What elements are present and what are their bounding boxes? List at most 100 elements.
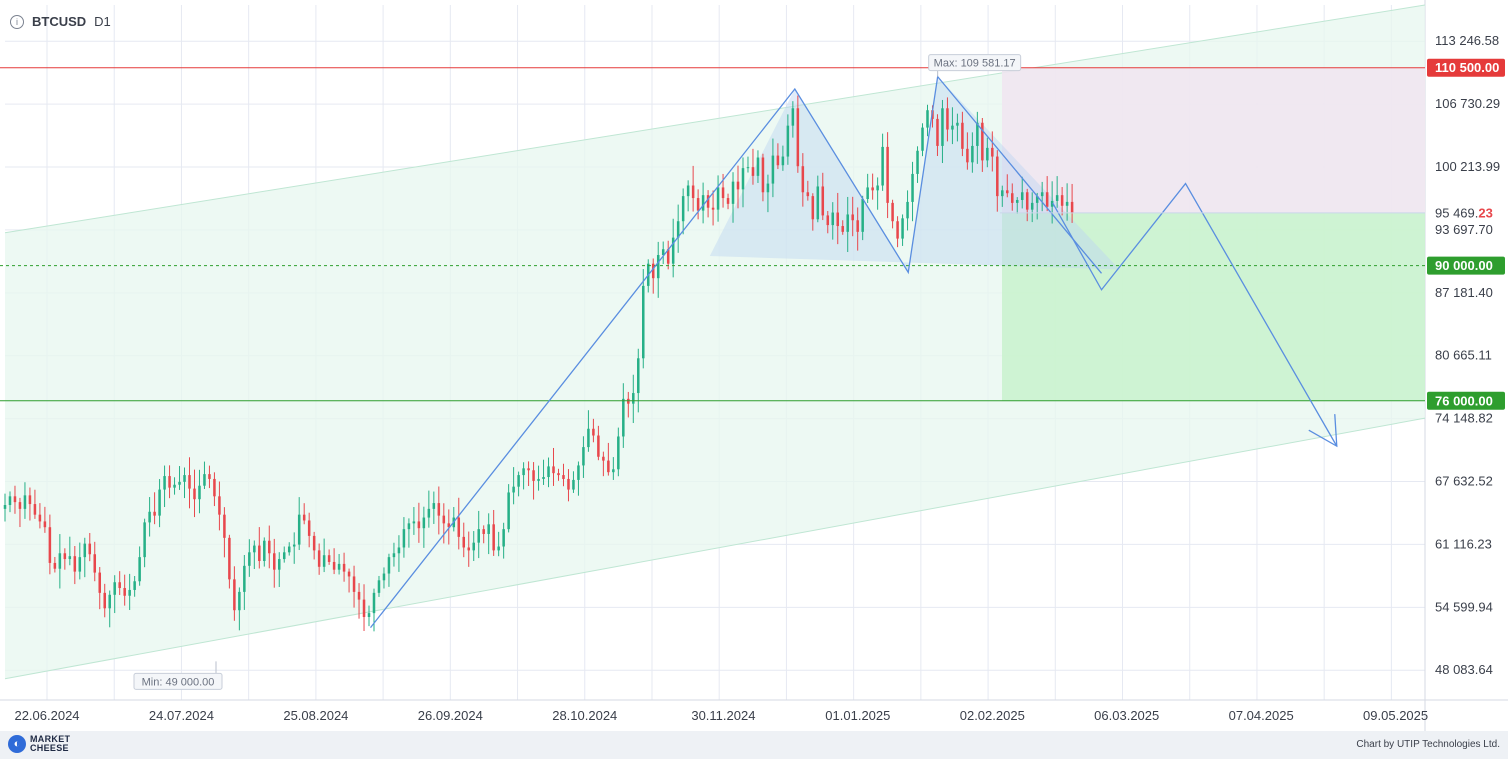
candle-body bbox=[228, 537, 231, 580]
candle-body bbox=[432, 503, 436, 509]
candle-body bbox=[362, 599, 366, 617]
price-level-lines bbox=[0, 67, 1425, 402]
candle-body bbox=[38, 514, 42, 522]
x-tick-label: 28.10.2024 bbox=[552, 708, 617, 723]
candle-body bbox=[981, 122, 984, 161]
candle-body bbox=[881, 146, 884, 186]
candle-body bbox=[23, 495, 27, 509]
candle-body bbox=[282, 552, 286, 560]
candle-body bbox=[472, 542, 475, 551]
candle-body bbox=[93, 554, 97, 573]
candle-body bbox=[437, 503, 441, 516]
y-tick-label: 113 246.58 bbox=[1435, 33, 1499, 48]
x-axis: 22.06.2024 24.07.2024 25.08.2024 26.09.2024… bbox=[14, 708, 1428, 723]
candle-body bbox=[711, 207, 715, 210]
candle-body bbox=[193, 488, 196, 500]
candle-body bbox=[497, 546, 500, 551]
x-tick-label: 26.09.2024 bbox=[418, 708, 483, 723]
candle-body bbox=[816, 186, 820, 220]
candle-body bbox=[801, 166, 805, 193]
candle-body bbox=[507, 492, 510, 530]
info-icon[interactable]: i bbox=[10, 14, 24, 29]
max-label-box bbox=[928, 54, 1022, 72]
candle-body bbox=[263, 540, 266, 561]
candle-body bbox=[78, 557, 82, 572]
candle-body bbox=[642, 285, 645, 359]
timeframe-label: D1 bbox=[94, 14, 111, 29]
candle-body bbox=[572, 479, 575, 490]
candle-body bbox=[477, 529, 480, 543]
min-label-box bbox=[133, 672, 223, 690]
candle-body bbox=[58, 553, 62, 569]
candle-body bbox=[103, 592, 106, 609]
candle-body bbox=[347, 571, 351, 577]
stop-loss-zone bbox=[1002, 67, 1425, 213]
candle-body bbox=[487, 524, 490, 534]
footer: ◐ MARKET CHEESE Chart by UTIP Technologi… bbox=[0, 731, 1508, 759]
double-top-fill bbox=[709, 76, 1120, 273]
candle-body bbox=[522, 468, 525, 476]
candle-body bbox=[956, 122, 959, 126]
candle-body bbox=[721, 187, 725, 199]
candle-body bbox=[203, 474, 206, 486]
candle-body bbox=[706, 195, 710, 208]
y-axis: 113 246.58 106 730.29 100 213.99 93 697.70 8… bbox=[1000, 33, 1505, 677]
chart-credit: Chart by UTIP Technologies Ltd. bbox=[1356, 739, 1500, 750]
candle-body bbox=[671, 237, 675, 264]
candle-body bbox=[213, 478, 216, 497]
y-tick-label: 93 697.70 bbox=[1435, 222, 1493, 237]
candle-body bbox=[1055, 195, 1059, 201]
candle-body bbox=[188, 475, 191, 489]
candle-body bbox=[223, 514, 226, 538]
x-tick-label: 09.05.2025 bbox=[1363, 708, 1428, 723]
candle-body bbox=[512, 486, 515, 493]
candle-body bbox=[906, 201, 909, 219]
candle-body bbox=[976, 122, 979, 146]
candle-body bbox=[98, 572, 102, 593]
candle-body bbox=[811, 196, 815, 220]
candle-body bbox=[18, 502, 22, 509]
candle-body bbox=[183, 475, 186, 482]
candle-body bbox=[926, 110, 929, 128]
projection-line bbox=[1052, 182, 1338, 447]
candle-body bbox=[467, 547, 471, 551]
price-tag-label: 110 500.00 bbox=[1435, 60, 1499, 75]
candle-body bbox=[268, 540, 271, 554]
candle-body bbox=[367, 613, 371, 617]
candle-body bbox=[1020, 192, 1024, 200]
candle-body bbox=[966, 148, 969, 163]
y-tick-label: 61 116.23 bbox=[1435, 536, 1492, 551]
candle-body bbox=[781, 156, 785, 166]
candle-body bbox=[1060, 195, 1064, 206]
candle-body bbox=[178, 481, 181, 485]
candle-body bbox=[1050, 200, 1054, 207]
candle-body bbox=[128, 589, 131, 596]
candle-body bbox=[397, 547, 401, 554]
candle-body bbox=[766, 183, 770, 193]
candle-body bbox=[48, 527, 52, 563]
candle-body bbox=[417, 521, 421, 529]
candle-body bbox=[1015, 199, 1019, 203]
price-chart[interactable]: 113 246.58 106 730.29 100 213.99 93 697.70 8… bbox=[0, 0, 1508, 731]
candle-body bbox=[861, 199, 864, 232]
candle-body bbox=[686, 185, 690, 197]
candle-body bbox=[492, 524, 495, 551]
candle-body bbox=[277, 559, 281, 570]
take-profit-zone bbox=[1002, 212, 1425, 401]
candle-body bbox=[691, 185, 695, 199]
x-tick-label: 30.11.2024 bbox=[691, 708, 755, 723]
y-tick-label: 74 148.82 bbox=[1435, 411, 1493, 426]
candle-body bbox=[736, 181, 740, 190]
candle-body bbox=[123, 588, 126, 596]
candle-body bbox=[3, 505, 7, 509]
candle-body bbox=[352, 576, 356, 592]
candle-body bbox=[517, 475, 520, 487]
candle-body bbox=[567, 478, 570, 490]
channel-lower bbox=[4, 417, 1426, 680]
max-label: Max: 109 581.17 bbox=[934, 58, 1016, 70]
candle-body bbox=[153, 511, 156, 516]
candle-body bbox=[392, 553, 396, 558]
candle-body bbox=[592, 428, 595, 436]
candle-body bbox=[681, 196, 685, 222]
price-tag-target-dashed bbox=[1427, 256, 1505, 275]
